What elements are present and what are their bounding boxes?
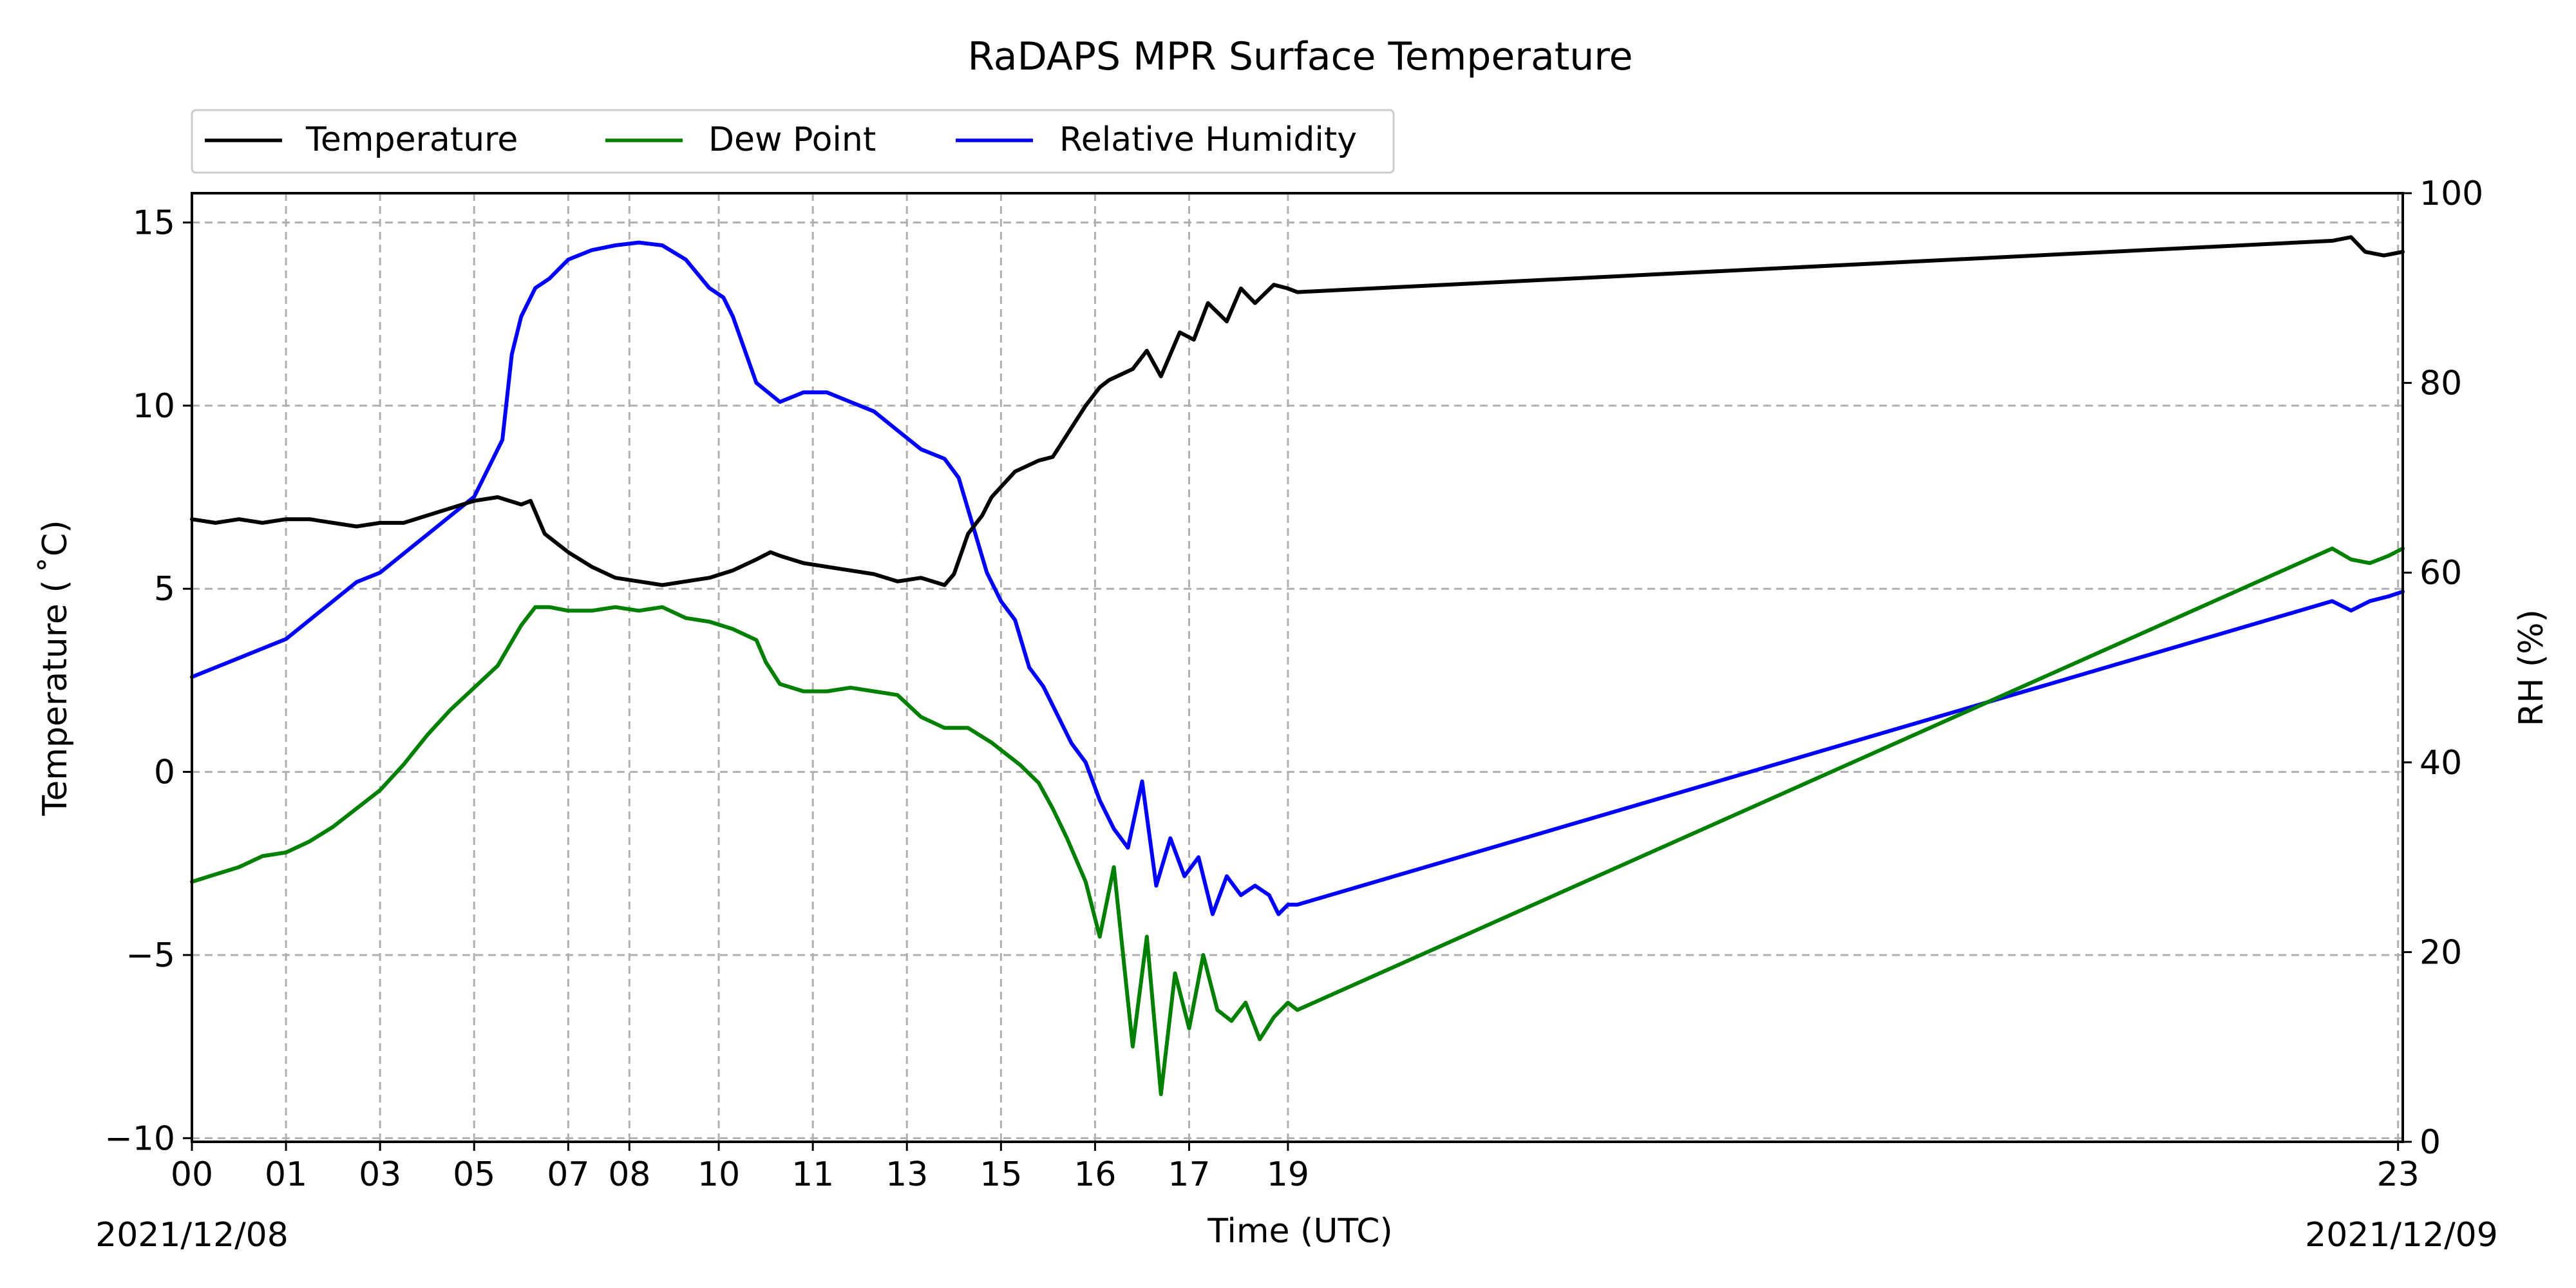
x-tick-label: 19 xyxy=(1267,1155,1309,1194)
series-line-dew-point xyxy=(190,546,2405,1097)
y-left-tick-label: 10 xyxy=(133,387,175,426)
legend-label-relative-humidity: Relative Humidity xyxy=(1059,120,1357,159)
plot-frame xyxy=(191,192,2404,1143)
x-tick-label: 23 xyxy=(2377,1155,2420,1194)
grid xyxy=(191,193,2403,1142)
x-axis-label: Time (UTC) xyxy=(1207,1212,1392,1251)
y-right-tick-label: 100 xyxy=(2420,175,2483,213)
y-left-tick-label: 5 xyxy=(154,570,175,609)
series-layer xyxy=(190,235,2405,1097)
series-line-relative-humidity xyxy=(190,240,2405,916)
y-left-tick-label: 15 xyxy=(133,204,175,242)
y-right-tick-label: 0 xyxy=(2420,1123,2441,1162)
x-tick-label: 15 xyxy=(980,1155,1022,1194)
y-axis-left-label: Temperature ( ˚C) xyxy=(36,520,75,816)
x-tick-label: 08 xyxy=(608,1155,650,1194)
end-date-label: 2021/12/09 xyxy=(2305,1216,2498,1255)
y-left-tick-label: 0 xyxy=(154,753,175,792)
y-right-tick-label: 40 xyxy=(2420,744,2462,782)
chart-title: RaDAPS MPR Surface Temperature xyxy=(967,34,1633,79)
x-tick-label: 11 xyxy=(791,1155,834,1194)
x-tick-label: 00 xyxy=(171,1155,213,1194)
y-left-tick-label: −10 xyxy=(104,1119,175,1158)
x-tick-label: 13 xyxy=(886,1155,928,1194)
x-tick-label: 16 xyxy=(1074,1155,1116,1194)
y-left-tick-label: −5 xyxy=(126,936,175,975)
x-tick-label: 07 xyxy=(547,1155,589,1194)
x-tick-label: 05 xyxy=(453,1155,495,1194)
x-tick-label: 10 xyxy=(697,1155,740,1194)
x-tick-label: 03 xyxy=(359,1155,401,1194)
y-right-tick-label: 80 xyxy=(2420,365,2462,403)
series-line-temperature xyxy=(190,235,2405,587)
start-date-label: 2021/12/08 xyxy=(95,1216,289,1255)
y-axis-right-label: RH (%) xyxy=(2512,609,2551,726)
y-right-tick-label: 60 xyxy=(2420,554,2462,592)
x-tick-label: 17 xyxy=(1168,1155,1210,1194)
legend-label-dew-point: Dew Point xyxy=(708,120,876,159)
x-tick-label: 01 xyxy=(265,1155,307,1194)
ticks: 00 01 03 05 07 08 10 11 13 15 16 17 19 23−10−50510150… xyxy=(104,175,2483,1194)
y-right-tick-label: 20 xyxy=(2420,933,2462,972)
legend-frame xyxy=(191,109,1395,174)
legend-label-temperature: Temperature xyxy=(305,120,518,159)
legend: Temperature Dew Point Relative Humidity xyxy=(191,109,1395,174)
